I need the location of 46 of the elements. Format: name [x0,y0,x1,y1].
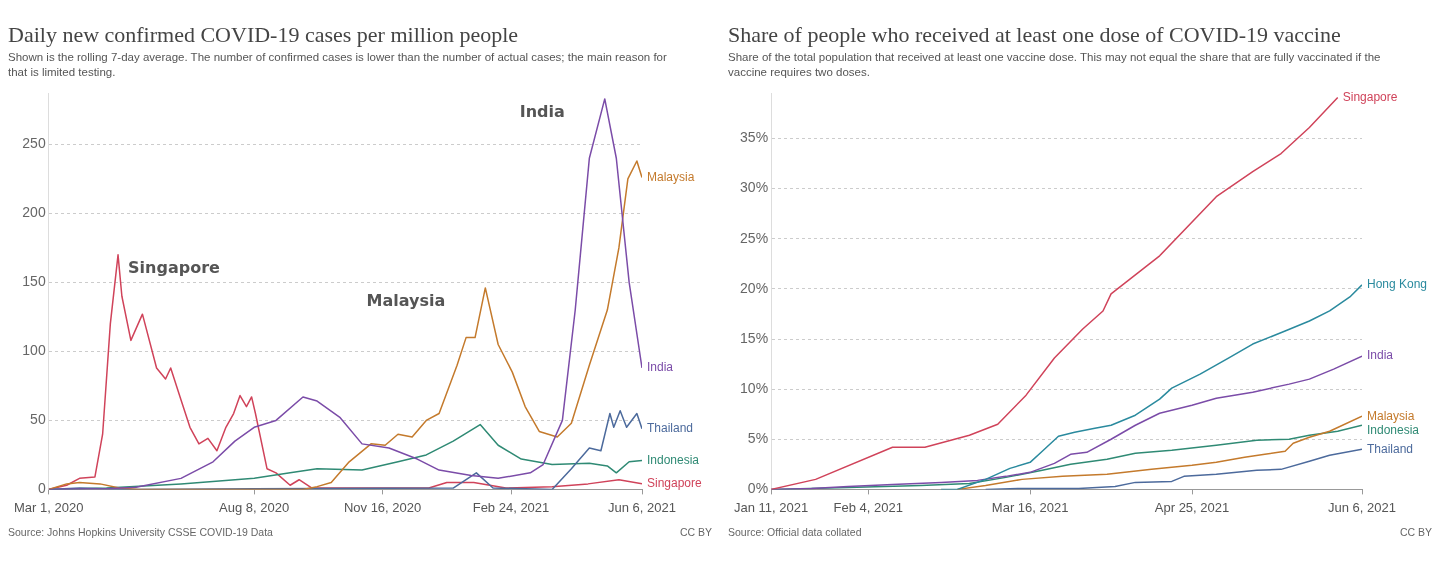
y-tick-label: 100 [22,342,46,359]
x-tick-label: Mar 16, 2021 [991,499,1069,515]
chart-subtitle: Shown is the rolling 7-day average. The number of confirmed cases is lower than the number of actual cases; the main reason for that is limited testing. [8,50,668,80]
x-tick-label: Jun 6, 2021 [1328,499,1396,515]
source-note: Source: Johns Hopkins University CSSE COVID-19 Data [8,526,273,538]
series-label: Hong Kong [1367,277,1428,292]
y-tick-label: 35% [740,129,769,146]
annotation: Malaysia [366,291,446,311]
series-label: India [647,360,674,375]
y-tick-label: 20% [740,279,769,296]
series-label: Thailand [647,421,694,435]
series-label: Singapore [1342,89,1398,104]
x-tick-label: Jun 6, 2021 [608,499,676,515]
series-label: Indonesia [1367,422,1420,437]
source-note: Source: Official data collated [728,526,862,538]
x-tick-label: Feb 24, 2021 [472,499,550,515]
y-tick-label: 25% [740,229,769,246]
y-tick-label: 0% [747,480,769,497]
y-tick-label: 5% [747,430,769,447]
series-label: Thailand [1367,441,1414,456]
text: CC BY [1399,526,1432,538]
annotation: Singapore [128,257,221,277]
x-tick-label: Aug 8, 2020 [219,499,290,515]
y-tick-label: 0 [37,480,46,497]
chart-title: Share of people who received at least one dose of COVID-19 vaccine [728,22,1342,48]
annotation: India [519,102,565,122]
chart-title: Daily new confirmed COVID-19 cases per million people [8,22,520,48]
series-label: India [1367,348,1394,363]
x-tick-label: Mar 1, 2020 [14,499,84,515]
y-tick-label: 50 [30,411,46,428]
y-tick-label: 150 [22,273,46,290]
chart-subtitle: Share of the total population that received at least one vaccine dose. This may not equal the share that are fully vaccinated if the vaccine requires two doses. [728,50,1382,80]
series-label: Singapore [647,476,703,491]
text: CC BY [679,526,712,538]
series-label: Malaysia [1367,408,1415,423]
x-tick-label: Jan 11, 2021 [734,499,809,515]
y-tick-label: 30% [740,179,769,196]
y-tick-label: 10% [740,380,769,397]
y-tick-label: 250 [22,135,46,152]
x-tick-label: Nov 16, 2020 [343,499,422,515]
y-tick-label: 15% [740,329,769,346]
series-label: Malaysia [647,169,695,184]
x-tick-label: Feb 4, 2021 [833,499,903,515]
y-tick-label: 200 [22,204,46,221]
series-label: Indonesia [647,452,700,467]
x-tick-label: Apr 25, 2021 [1154,499,1230,515]
